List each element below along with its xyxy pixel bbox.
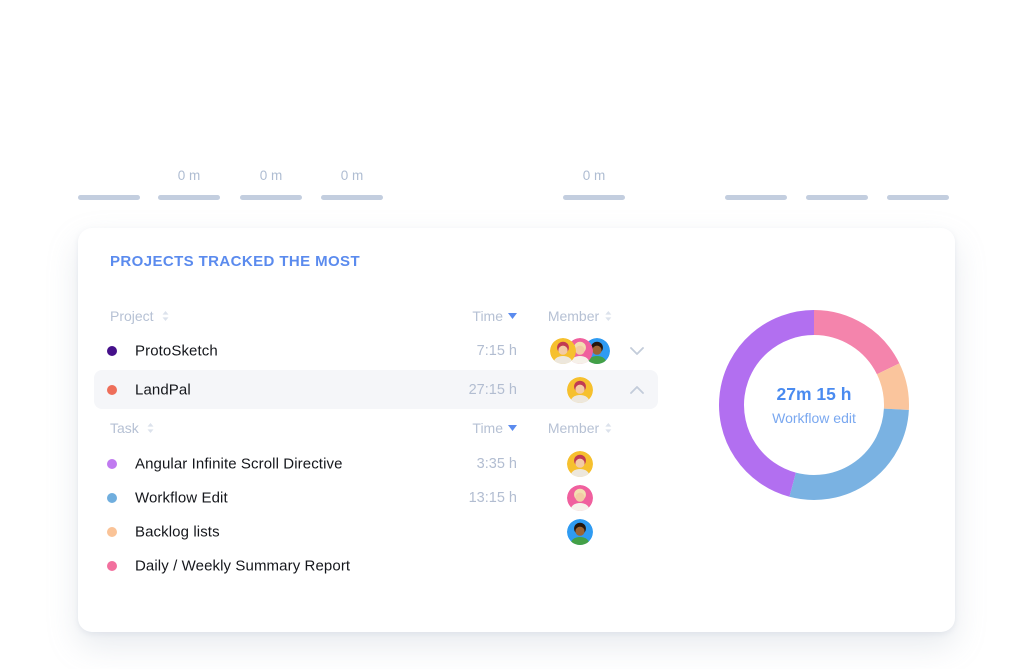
chevron-up-icon[interactable] [628, 381, 646, 399]
column-header-task[interactable]: Task [110, 420, 154, 436]
column-header-member[interactable]: Member [548, 308, 612, 324]
task-name: Daily / Weekly Summary Report [135, 557, 351, 575]
timeline-bar[interactable] [725, 195, 787, 200]
task-row[interactable]: Workflow Edit 13:15 h [94, 481, 658, 515]
avatar-icon [567, 485, 593, 511]
projects-table: Project Time Member ProtoSketch 7:15 h [94, 300, 658, 583]
member-avatars [567, 519, 593, 545]
task-row[interactable]: Backlog lists [94, 515, 658, 549]
avatar-icon [550, 337, 576, 364]
column-header-time[interactable]: Time [393, 308, 517, 324]
column-header-member[interactable]: Member [548, 420, 612, 436]
task-name: Workflow Edit [135, 489, 228, 507]
avatar [567, 519, 593, 545]
member-avatars [567, 451, 593, 477]
task-name: Angular Infinite Scroll Directive [135, 455, 343, 473]
project-color-dot [107, 384, 117, 395]
timeline-bar[interactable]: 0 m [240, 168, 302, 200]
chevron-down-icon[interactable] [628, 342, 646, 360]
timeline-bar[interactable]: 0 m [321, 168, 383, 200]
avatar-icon [567, 451, 593, 477]
task-time: 13:15 h [468, 490, 517, 506]
timeline-bar[interactable] [806, 195, 868, 200]
donut-segment[interactable] [789, 408, 909, 500]
column-header-label: Task [110, 420, 139, 436]
avatar [550, 337, 576, 364]
timeline-bar[interactable]: 0 m [563, 168, 625, 200]
project-time: 7:15 h [476, 342, 517, 359]
timeline-bar-label: 0 m [340, 168, 364, 183]
timeline-bars-chart: 0 m 0 m 0 m 0 m [0, 0, 1024, 228]
column-header-label: Member [547, 420, 600, 436]
donut-segment[interactable] [719, 310, 815, 497]
task-color-dot [107, 527, 117, 537]
timeline-bar-label: 0 m [582, 168, 606, 183]
avatar [567, 451, 593, 477]
sort-icon [162, 310, 169, 321]
project-color-dot [107, 345, 117, 356]
tasks-table-header: Task Time Member [94, 409, 658, 447]
avatar [567, 485, 593, 511]
task-color-dot [107, 459, 117, 469]
project-name: ProtoSketch [135, 342, 218, 359]
member-avatars [567, 485, 593, 511]
donut-chart [719, 310, 909, 500]
timeline-bar[interactable] [78, 195, 140, 200]
sort-icon [147, 423, 154, 433]
timeline-bar[interactable]: 0 m [158, 168, 220, 200]
timeline-bar[interactable] [887, 195, 949, 200]
project-row[interactable]: ProtoSketch 7:15 h [94, 331, 658, 370]
sort-desc-icon [508, 312, 517, 319]
column-header-label: Member [547, 307, 600, 324]
column-header-label: Time [472, 307, 503, 324]
column-header-project[interactable]: Project [110, 308, 169, 324]
task-rows: Angular Infinite Scroll Directive 3:35 h… [94, 447, 658, 583]
avatar-icon [567, 376, 593, 403]
avatar [567, 376, 593, 403]
column-header-label: Project [110, 307, 154, 324]
task-time: 3:35 h [476, 456, 517, 472]
task-row[interactable]: Angular Infinite Scroll Directive 3:35 h [94, 447, 658, 481]
donut-segment[interactable] [813, 310, 900, 375]
task-row[interactable]: Daily / Weekly Summary Report [94, 549, 658, 583]
task-name: Backlog lists [135, 523, 220, 541]
project-rows: ProtoSketch 7:15 h LandPal [94, 331, 658, 409]
timeline-bar-label: 0 m [259, 168, 283, 183]
column-header-label: Time [472, 420, 503, 436]
donut-segment[interactable] [876, 363, 909, 410]
projects-table-header: Project Time Member [94, 300, 658, 331]
project-name: LandPal [135, 381, 191, 398]
projects-tracked-card: PROJECTS TRACKED THE MOST Project Time M… [78, 228, 955, 632]
task-color-dot [107, 493, 117, 503]
sort-desc-icon [508, 425, 517, 431]
column-header-time[interactable]: Time [393, 420, 517, 436]
avatar-icon [567, 519, 593, 545]
project-row[interactable]: LandPal 27:15 h [94, 370, 658, 409]
card-title: PROJECTS TRACKED THE MOST [110, 253, 361, 270]
task-color-dot [107, 561, 117, 571]
member-avatars [550, 337, 610, 364]
donut-chart-wrap: 27m 15 h Workflow edit [714, 305, 914, 505]
timeline-bar-label: 0 m [177, 168, 201, 183]
member-avatars [567, 376, 593, 403]
sort-icon [605, 310, 612, 321]
project-time: 27:15 h [468, 381, 517, 398]
sort-icon [605, 423, 612, 433]
